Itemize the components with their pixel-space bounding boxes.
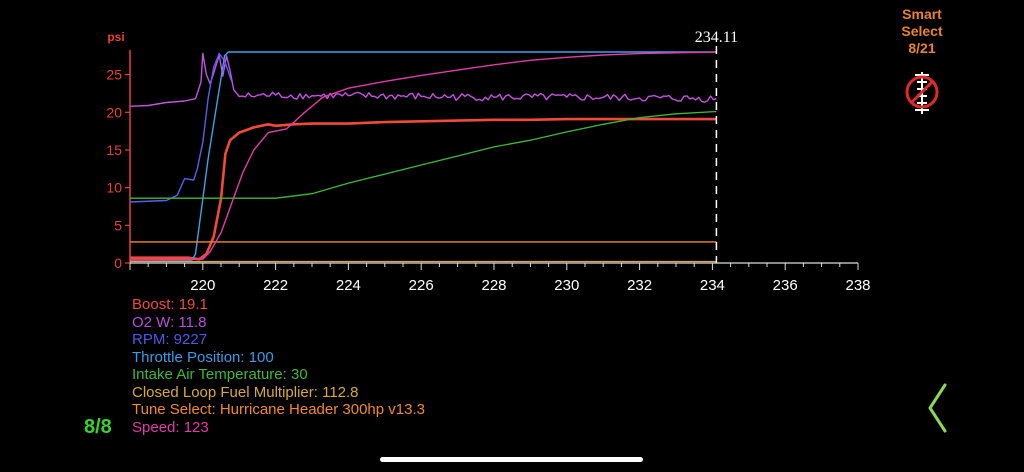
chevron-left-icon[interactable]	[922, 382, 952, 434]
series-o2-w	[129, 52, 717, 107]
series-rpm	[129, 52, 233, 203]
legend-o2-w: O2 W: 11.8	[132, 313, 207, 331]
legend: Boost: 19.1 O2 W: 11.8 RPM: 9227 Throttl…	[132, 296, 425, 436]
smart-select-line1: Smart	[902, 6, 942, 22]
no-select-icon[interactable]	[900, 70, 944, 118]
series-intake-air-temperature	[130, 110, 717, 199]
legend-closed-loop-fuel-multiplier: Closed Loop Fuel Multiplier: 112.8	[132, 383, 359, 401]
home-indicator[interactable]	[380, 457, 643, 462]
chart-axes: psi 0 5 10 15 20 25 220 222 224 226 228 230 232 234 236…	[106, 30, 870, 294]
legend-rpm: RPM: 9227	[132, 331, 208, 348]
page-indicator: 8/8	[84, 416, 112, 438]
series-speed	[129, 51, 717, 261]
cursor-value-label: 234.11	[695, 29, 738, 46]
x-tick-label: 230	[554, 277, 579, 294]
smart-select-count: 8/21	[908, 40, 936, 56]
x-tick-label: 232	[627, 277, 652, 294]
y-tick-label: 20	[106, 104, 122, 120]
y-tick-label: 25	[106, 67, 122, 83]
y-tick-label: 10	[106, 180, 122, 196]
smart-select-button[interactable]: Smart Select 8/21	[888, 6, 956, 57]
series-boost	[130, 117, 717, 261]
x-tick-label: 236	[773, 277, 798, 294]
legend-intake-air-temperature: Intake Air Temperature: 30	[132, 366, 308, 383]
y-axis-label: psi	[107, 30, 124, 44]
x-tick-label: 222	[263, 277, 288, 294]
legend-speed: Speed: 123	[132, 418, 209, 436]
y-tick-label: 5	[114, 217, 122, 233]
series-throttle-position	[130, 51, 717, 261]
time-cursor[interactable]: 234.11	[695, 29, 738, 263]
legend-throttle-position: Throttle Position: 100	[132, 348, 274, 366]
legend-tune-select: Tune Select: Hurricane Header 300hp v13.…	[132, 401, 425, 418]
chart-series	[129, 51, 717, 263]
x-tick-label: 220	[190, 277, 215, 294]
sensor-chart[interactable]: psi 0 5 10 15 20 25 220 222 224 226 228 230 232 234 236…	[0, 0, 1024, 300]
y-tick-label: 15	[106, 142, 122, 158]
x-tick-label: 226	[409, 277, 434, 294]
smart-select-line2: Select	[901, 23, 943, 39]
x-tick-label: 234	[700, 277, 725, 294]
y-tick-label: 0	[114, 255, 122, 271]
x-tick-label: 238	[845, 277, 870, 294]
legend-boost: Boost: 19.1	[132, 296, 208, 313]
x-tick-label: 224	[336, 277, 361, 294]
x-tick-label: 228	[481, 277, 506, 294]
